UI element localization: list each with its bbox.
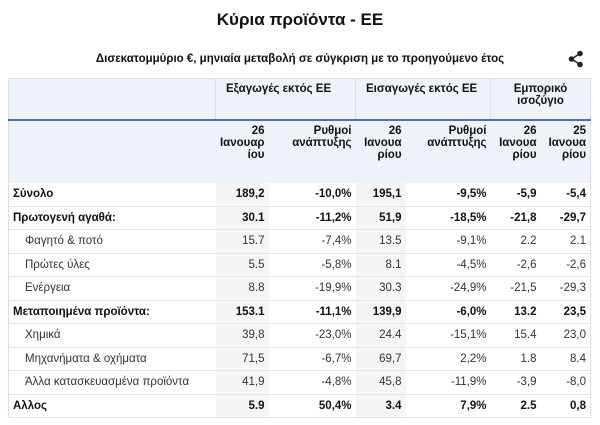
column-header: 26 Ιανουαρίου: [490, 119, 541, 183]
cell: 71,5: [215, 347, 269, 371]
cell: -6,0%: [405, 300, 491, 324]
cell: 30.1: [215, 206, 269, 230]
column-header: 26 Ιανουαρίου: [215, 119, 269, 183]
cell: 7,9%: [405, 394, 491, 418]
cell: -29,3: [540, 276, 591, 301]
cell: 1.8: [490, 347, 541, 371]
column-header: 26 Ιανουαρίου: [355, 119, 406, 183]
cell: -21,5: [490, 276, 541, 301]
table: Εξαγωγές εκτός ΕΕ Εισαγωγές εκτός ΕΕ Εμπορ…: [8, 78, 592, 418]
cell: 2.1: [540, 229, 591, 254]
group-header: Εξαγωγές εκτός ΕΕ: [215, 78, 357, 120]
row: Μηχανήματα & οχήματα 71,5 -6,7% 69,7 2,2% 1.8…: [8, 347, 591, 371]
subtitle: Δισεκατομμύριο €, μηνιαία μεταβολή σε σύ…: [95, 53, 505, 65]
share-icon[interactable]: [568, 50, 584, 68]
row: Σύνολο 189,2 -10,0% 195,1 -9,5% -5,9 -5,4: [8, 183, 591, 207]
row: Άλλα κατασκευασμένα προϊόντα 41,9 -4,8% 45,…: [8, 370, 591, 395]
row-label: Χημικά: [8, 323, 216, 348]
cell: 3.4: [355, 394, 406, 418]
cell: -10,0%: [268, 183, 356, 207]
cell: -4,8%: [268, 370, 356, 395]
cell: 2,2%: [405, 347, 491, 371]
column-header: 25 Ιανουαρίου: [540, 119, 591, 183]
cell: 15.4: [490, 323, 541, 348]
row: Αλλος 5.9 50,4% 3.4 7,9% 2.5 0,8: [8, 394, 591, 418]
cell: 24.4: [355, 323, 406, 348]
row-label: Ενέργεια: [8, 276, 216, 301]
cell: -11,2%: [268, 206, 356, 230]
cell: -2,6: [490, 253, 541, 277]
row-label: Άλλα κατασκευασμένα προϊόντα: [8, 370, 216, 395]
cell: -2,6: [540, 253, 591, 277]
cell: -3,9: [490, 370, 541, 395]
cell: 51,9: [355, 206, 406, 230]
cell: -19,9%: [268, 276, 356, 301]
row-label: Πρώτες ύλες: [8, 253, 216, 277]
cell: -15,1%: [405, 323, 491, 348]
row: Μεταποιημένα προϊόντα: 153.1 -11,1% 139,9 -6…: [8, 300, 591, 324]
cell: -5,8%: [268, 253, 356, 277]
cell: 8.1: [355, 253, 406, 277]
column-header: Ρυθμοί ανάπτυξης: [268, 119, 356, 183]
cell: 153.1: [215, 300, 269, 324]
title: Κύρια προϊόντα - ΕΕ: [216, 10, 384, 29]
cell: 13.2: [490, 300, 541, 324]
cell: 189,2: [215, 183, 269, 207]
cell: 15.7: [215, 229, 269, 254]
group-header: Εισαγωγές εκτός ΕΕ: [355, 78, 492, 120]
cell: 69,7: [355, 347, 406, 371]
row-label: Σύνολο: [8, 183, 216, 207]
cell: 30.3: [355, 276, 406, 301]
cell: 23,0: [540, 323, 591, 348]
row: Πρώτες ύλες 5.5 -5,8% 8.1 -4,5% -2,6 -2,6: [8, 253, 591, 277]
cell: 39,8: [215, 323, 269, 348]
cell: -18,5%: [405, 206, 491, 230]
corner: [8, 78, 216, 120]
group-row: Εξαγωγές εκτός ΕΕ Εισαγωγές εκτός ΕΕ Εμπορ…: [8, 78, 592, 120]
cell: 195,1: [355, 183, 406, 207]
cell: 2.2: [490, 229, 541, 254]
row-label: Αλλος: [8, 394, 216, 418]
corner: [8, 119, 216, 183]
cell: -23,0%: [268, 323, 356, 348]
column-header: Ρυθμοί ανάπτυξης: [405, 119, 491, 183]
row: Πρωτογενή αγαθά: 30.1 -11,2% 51,9 -18,5% -21,…: [8, 206, 591, 230]
cell: -29,7: [540, 206, 591, 230]
table-body: Σύνολο 189,2 -10,0% 195,1 -9,5% -5,9 -5,4 Πρωτο…: [8, 183, 591, 418]
cell: 2.5: [490, 394, 541, 418]
cell: -4,5%: [405, 253, 491, 277]
cell: -9,5%: [405, 183, 491, 207]
cell: -7,4%: [268, 229, 356, 254]
cell: 45,8: [355, 370, 406, 395]
row: Ενέργεια 8.8 -19,9% 30.3 -24,9% -21,5 -29,3: [8, 276, 591, 301]
row-label: Φαγητό & ποτό: [8, 229, 216, 254]
cell: 8.8: [215, 276, 269, 301]
cell: -5,9: [490, 183, 541, 207]
row-label: Πρωτογενή αγαθά:: [8, 206, 216, 230]
cell: 5.9: [215, 394, 269, 418]
row: Φαγητό & ποτό 15.7 -7,4% 13.5 -9,1% 2.2 2.1: [8, 229, 591, 254]
group-header: Εμπορικό ισοζύγιο: [490, 78, 592, 120]
cell: 23,5: [540, 300, 591, 324]
cell: 41,9: [215, 370, 269, 395]
cell: -11,9%: [405, 370, 491, 395]
column-row: 26 Ιανουαρίου Ρυθμοί ανάπτυξης 26 Ιανουαρί…: [8, 119, 591, 183]
row-label: Μεταποιημένα προϊόντα:: [8, 300, 216, 324]
cell: 13.5: [355, 229, 406, 254]
cell: 139,9: [355, 300, 406, 324]
row: Χημικά 39,8 -23,0% 24.4 -15,1% 15.4 23,0: [8, 323, 591, 348]
cell: 0,8: [540, 394, 591, 418]
cell: -11,1%: [268, 300, 356, 324]
cell: 5.5: [215, 253, 269, 277]
cell: -24,9%: [405, 276, 491, 301]
cell: -6,7%: [268, 347, 356, 371]
cell: 8.4: [540, 347, 591, 371]
cell: -9,1%: [405, 229, 491, 254]
cell: -8,0: [540, 370, 591, 395]
cell: -5,4: [540, 183, 591, 207]
row-label: Μηχανήματα & οχήματα: [8, 347, 216, 371]
cell: 50,4%: [268, 394, 356, 418]
cell: -21,8: [490, 206, 541, 230]
